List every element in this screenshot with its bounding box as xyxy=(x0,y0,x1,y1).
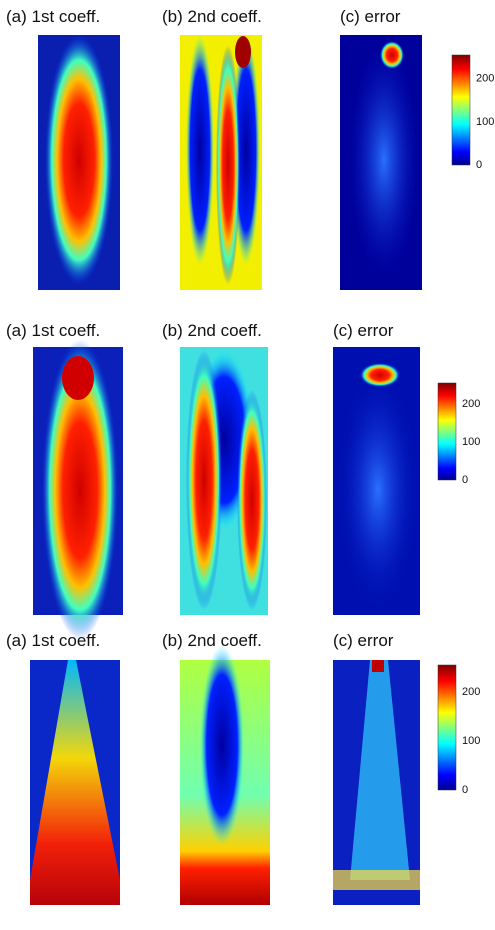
panel-title: (a) 1st coeff. xyxy=(6,321,100,340)
row-3: (a) 1st coeff. (b) 2nd coeff. (c) error … xyxy=(6,631,480,905)
panel-title: (c) error xyxy=(340,7,401,26)
colorbar-tick: 100 xyxy=(476,116,494,128)
image xyxy=(340,35,422,290)
panel-title: (b) 2nd coeff. xyxy=(162,7,262,26)
colorbar xyxy=(437,382,457,481)
colorbar-tick: 200 xyxy=(462,398,480,410)
image xyxy=(33,340,123,640)
image xyxy=(180,35,262,290)
colorbar xyxy=(437,664,457,791)
panel-title: (b) 2nd coeff. xyxy=(162,631,262,650)
image xyxy=(333,660,420,905)
colorbar xyxy=(451,54,471,166)
colorbar-tick: 100 xyxy=(462,436,480,448)
panel-title: (b) 2nd coeff. xyxy=(162,321,262,340)
row-1: (a) 1st coeff. (b) 2nd coeff. (c) error … xyxy=(6,7,494,290)
image xyxy=(180,347,268,615)
panel-title: (c) error xyxy=(333,321,394,340)
colorbar-tick: 0 xyxy=(462,474,468,486)
colorbar-tick: 100 xyxy=(462,735,480,747)
colorbar-tick: 0 xyxy=(476,159,482,171)
panel-title: (c) error xyxy=(333,631,394,650)
panel-title: (a) 1st coeff. xyxy=(6,7,100,26)
image xyxy=(333,347,420,615)
colorbar-tick: 200 xyxy=(476,73,494,85)
image xyxy=(180,645,270,905)
panel-title: (a) 1st coeff. xyxy=(6,631,100,650)
row-2: (a) 1st coeff. (b) 2nd coeff. (c) error … xyxy=(6,321,480,640)
image xyxy=(38,35,120,290)
image xyxy=(30,660,120,905)
colorbar-tick: 200 xyxy=(462,686,480,698)
colorbar-tick: 0 xyxy=(462,784,468,796)
